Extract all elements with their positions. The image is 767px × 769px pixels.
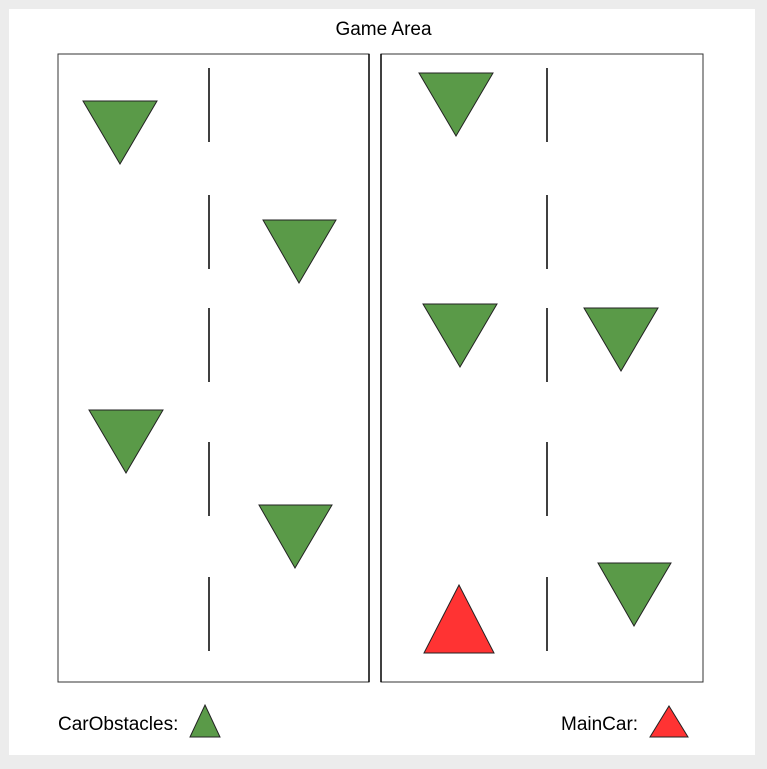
- road-left-border: [57, 53, 370, 683]
- obstacle-car: [597, 562, 672, 627]
- obstacle-car: [88, 409, 164, 474]
- obstacle-car: [258, 504, 333, 569]
- obstacles: [82, 72, 672, 627]
- game-title: Game Area: [335, 19, 432, 40]
- obstacles-legend-label: CarObstacles:: [58, 714, 179, 735]
- obstacle-car: [82, 100, 158, 165]
- obstacle-car: [262, 219, 337, 284]
- obstacle-car: [422, 303, 498, 368]
- obstacle-legend-icon: [189, 703, 221, 738]
- main-car-legend-icon: [649, 705, 689, 738]
- obstacle-car: [418, 72, 494, 137]
- main-car[interactable]: [423, 583, 495, 654]
- obstacle-car: [583, 307, 659, 372]
- main-car-legend-label: MainCar:: [561, 714, 639, 735]
